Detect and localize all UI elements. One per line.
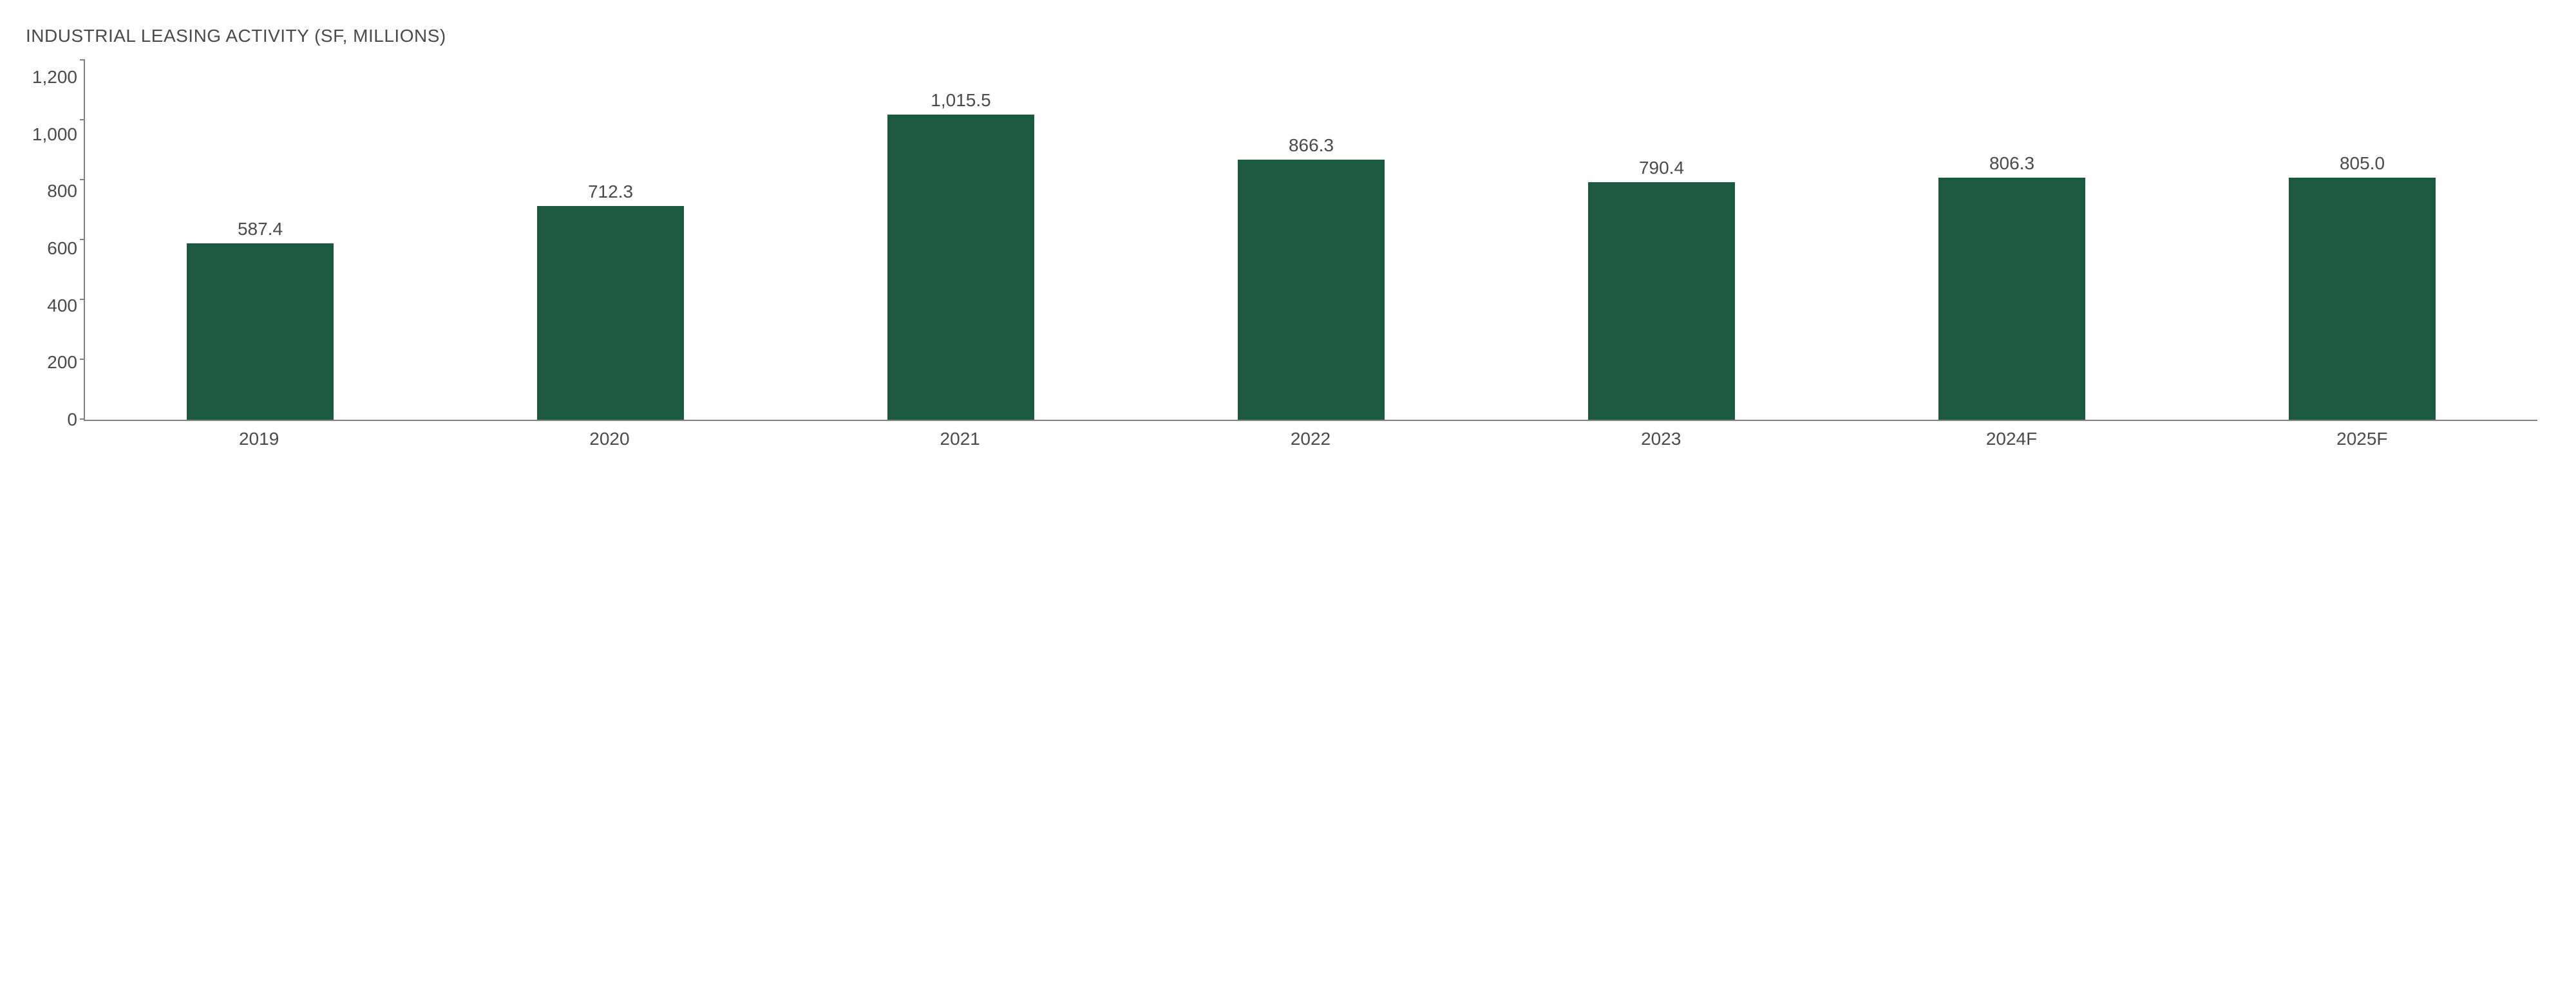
bars-group: 587.4 712.3 1,015.5 866.3 790.4 806.3 805.0 (85, 59, 2537, 420)
plot-row: 1,2001,0008006004002000 587.4712.31,015.… (26, 59, 2537, 421)
bar: 712.3 (537, 206, 684, 420)
y-tick-label: 1,200 (32, 68, 77, 86)
y-tickmark (80, 119, 85, 120)
bar-value-label: 866.3 (1289, 135, 1334, 156)
x-axis-labels: 201920202021202220232024F2025F (84, 429, 2537, 449)
y-tick-label: 800 (47, 182, 77, 200)
y-tickmark (80, 418, 85, 420)
bar-value-label: 806.3 (1989, 153, 2034, 174)
y-tickmark (80, 59, 85, 61)
bar: 806.3 (1938, 178, 2085, 420)
bar: 866.3 (1238, 160, 1385, 420)
bar: 587.4 (187, 243, 334, 420)
y-tickmark (80, 239, 85, 240)
bar: 805.0 (2289, 178, 2436, 420)
x-axis-label: 2025F (2187, 429, 2537, 449)
y-tickmark (80, 359, 85, 360)
x-axis-label: 2024F (1836, 429, 2186, 449)
y-tick-label: 1,000 (32, 126, 77, 144)
chart-container: INDUSTRIAL LEASING ACTIVITY (SF, MILLION… (0, 0, 2576, 488)
y-tick-label: 200 (47, 353, 77, 371)
x-axis-label: 2023 (1486, 429, 1836, 449)
chart-title: INDUSTRIAL LEASING ACTIVITY (SF, MILLION… (26, 26, 2537, 46)
x-axis-label: 2021 (785, 429, 1135, 449)
bar: 1,015.5 (887, 115, 1034, 420)
bar-value-label: 805.0 (2340, 153, 2385, 174)
y-tickmarks (80, 59, 85, 420)
y-tickmark (80, 179, 85, 180)
bar-value-label: 790.4 (1639, 158, 1684, 178)
y-axis: 1,2001,0008006004002000 (26, 59, 84, 420)
y-tick-label: 0 (67, 411, 77, 429)
bar: 790.4 (1588, 182, 1735, 420)
bar-value-label: 1,015.5 (931, 90, 990, 111)
y-tick-label: 600 (47, 239, 77, 257)
y-tickmark (80, 299, 85, 300)
bar-value-label: 712.3 (588, 182, 633, 202)
x-axis-label: 2022 (1135, 429, 1486, 449)
x-axis-label: 2019 (84, 429, 434, 449)
bar-value-label: 587.4 (238, 219, 283, 239)
x-axis-row: 201920202021202220232024F2025F (26, 429, 2537, 449)
y-tick-label: 400 (47, 297, 77, 315)
x-axis-spacer (26, 429, 84, 449)
plot-area: 587.4 712.3 1,015.5 866.3 790.4 806.3 805.0 (84, 59, 2537, 421)
x-axis-label: 2020 (434, 429, 784, 449)
